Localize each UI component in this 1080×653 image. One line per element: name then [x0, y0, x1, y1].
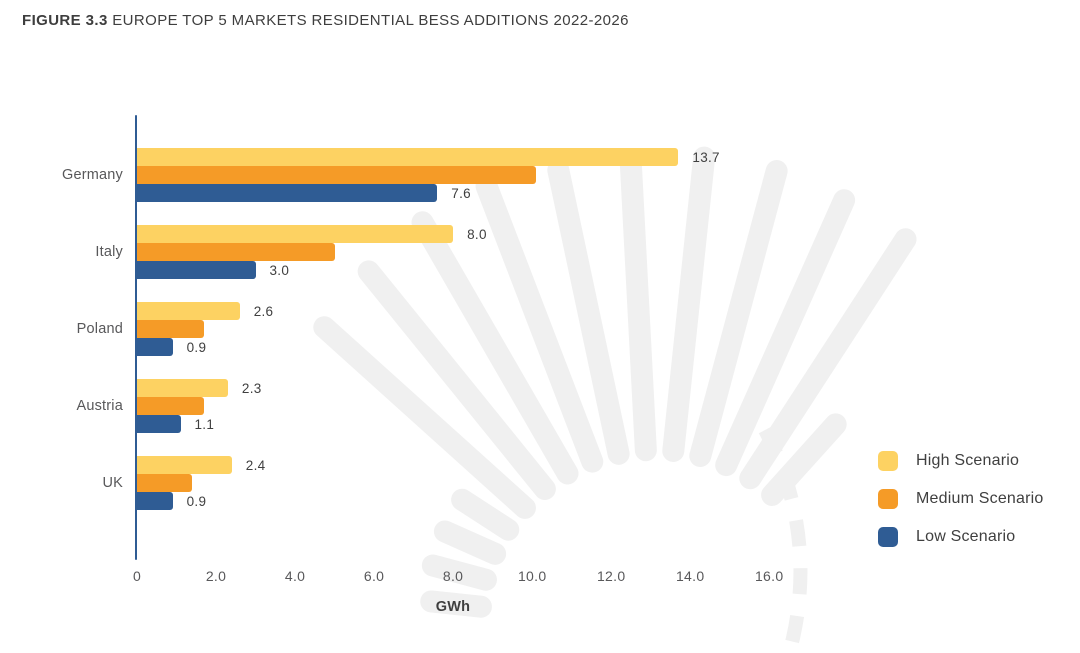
bar-value-label: 0.9 — [186, 493, 207, 509]
x-tick-label: 6.0 — [363, 568, 385, 584]
bar-low — [137, 338, 173, 356]
x-axis-ticks: 0 2.0 4.0 6.0 8.0 10.0 12.0 14.0 16.0 — [133, 568, 789, 588]
country-row: UK 2.4 0.9 — [0, 456, 720, 510]
country-row: Poland 2.6 0.9 — [0, 302, 720, 356]
bar-value-label: 2.3 — [241, 380, 262, 396]
bar-line: 2.3 — [137, 379, 262, 397]
bar-medium — [137, 474, 193, 492]
bar-group: 2.6 0.9 — [137, 302, 273, 356]
bar-high — [137, 225, 454, 243]
bar-group: 13.7 7.6 — [137, 148, 720, 202]
y-axis-line — [135, 115, 137, 560]
legend: High Scenario Medium Scenario Low Scenario — [878, 451, 1044, 565]
bar-line: 2.4 — [137, 456, 265, 474]
country-row: Italy 8.0 3.0 — [0, 225, 720, 279]
bar-high — [137, 456, 232, 474]
bar-value-label: 1.1 — [194, 416, 215, 432]
category-label: Italy — [95, 244, 123, 260]
sun-ray — [662, 146, 716, 462]
sun-ray — [451, 488, 520, 541]
bar-value-label: 8.0 — [467, 226, 487, 242]
bar-high — [137, 302, 240, 320]
bar-low — [137, 492, 173, 510]
bar-group: 2.4 0.9 — [137, 456, 265, 510]
bar-line: 0.9 — [137, 492, 265, 510]
x-axis-label: GWh — [435, 599, 471, 615]
bar-low — [137, 415, 181, 433]
bar-medium — [137, 166, 537, 184]
bar-chart-rows: Germany 13.7 7.6 Italy 8.0 3.0 Poland 2.6 0.9 Aus… — [0, 148, 720, 533]
bar-line — [137, 474, 265, 492]
legend-swatch — [878, 489, 898, 509]
bar-line — [137, 166, 720, 184]
x-tick-label: 14.0 — [675, 568, 705, 584]
bar-line: 3.0 — [137, 261, 487, 279]
bar-value-label: 0.9 — [186, 339, 207, 355]
legend-label: High Scenario — [916, 452, 1020, 469]
sun-ray — [421, 554, 497, 591]
figure-number: FIGURE 3.3 — [22, 12, 108, 29]
legend-swatch — [878, 451, 898, 471]
bar-medium — [137, 397, 205, 415]
sun-ray — [433, 520, 507, 565]
figure-title: FIGURE 3.3 EUROPE TOP 5 MARKETS RESIDENT… — [22, 12, 629, 29]
legend-item: Low Scenario — [878, 527, 1044, 547]
category-label: Germany — [61, 167, 123, 183]
legend-label: Medium Scenario — [916, 490, 1044, 507]
bar-line: 1.1 — [137, 415, 262, 433]
bar-low — [137, 184, 438, 202]
sun-ray — [689, 160, 788, 467]
bar-high — [137, 148, 679, 166]
sun-ray — [357, 260, 556, 500]
bar-value-label: 2.4 — [245, 457, 266, 473]
bar-line — [137, 397, 262, 415]
sun-ray — [547, 159, 630, 465]
legend-item: Medium Scenario — [878, 489, 1044, 509]
sun-ray — [715, 189, 856, 477]
x-tick-label: 10.0 — [517, 568, 547, 584]
bar-line: 13.7 — [137, 148, 720, 166]
bar-line: 7.6 — [137, 184, 720, 202]
x-tick-label: 16.0 — [754, 568, 784, 584]
sun-ray — [411, 211, 579, 485]
bar-group: 2.3 1.1 — [137, 379, 262, 433]
bar-medium — [137, 320, 205, 338]
bar-medium — [137, 243, 335, 261]
legend-item: High Scenario — [878, 451, 1044, 471]
figure-title-text: EUROPE TOP 5 MARKETS RESIDENTIAL BESS AD… — [112, 12, 629, 29]
sun-dashed-arc — [758, 426, 808, 652]
bar-high — [137, 379, 228, 397]
bar-value-label: 7.6 — [451, 185, 471, 201]
country-row: Germany 13.7 7.6 — [0, 148, 720, 202]
bar-group: 8.0 3.0 — [137, 225, 487, 279]
category-label: Poland — [76, 321, 123, 337]
bar-line: 8.0 — [137, 225, 487, 243]
bar-line: 0.9 — [137, 338, 273, 356]
bar-value-label: 13.7 — [692, 149, 720, 165]
bar-line: 2.6 — [137, 302, 273, 320]
category-label: UK — [102, 475, 123, 491]
legend-label: Low Scenario — [916, 528, 1016, 545]
country-row: Austria 2.3 1.1 — [0, 379, 720, 433]
sun-ray — [619, 149, 657, 462]
x-tick-label: 4.0 — [284, 568, 306, 584]
sun-ray — [475, 175, 604, 473]
bar-line — [137, 243, 487, 261]
category-label: Austria — [76, 398, 123, 414]
x-tick-label: 8.0 — [442, 568, 464, 584]
bar-line — [137, 320, 273, 338]
sun-ray — [313, 316, 536, 519]
legend-swatch — [878, 527, 898, 547]
x-tick-label: 0 — [132, 568, 142, 584]
x-tick-label: 12.0 — [596, 568, 626, 584]
bar-value-label: 2.6 — [253, 303, 274, 319]
bar-value-label: 3.0 — [269, 262, 290, 278]
x-tick-label: 2.0 — [205, 568, 227, 584]
sun-ray — [420, 590, 492, 618]
bar-low — [137, 261, 256, 279]
